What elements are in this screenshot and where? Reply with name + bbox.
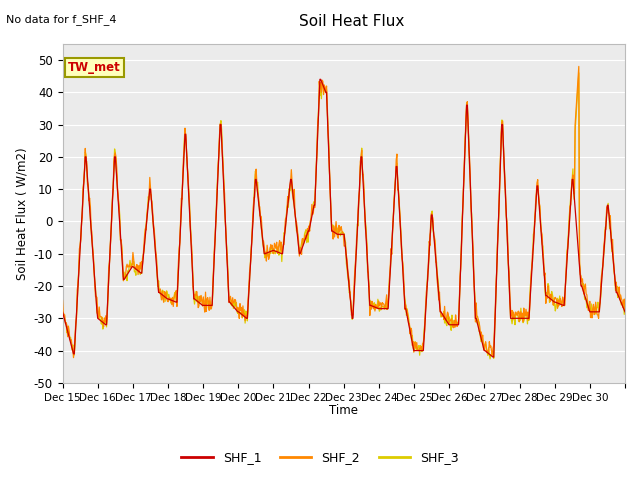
Text: No data for f_SHF_4: No data for f_SHF_4 [6,14,117,25]
X-axis label: Time: Time [329,404,358,417]
Y-axis label: Soil Heat Flux ( W/m2): Soil Heat Flux ( W/m2) [15,147,28,280]
Text: TW_met: TW_met [68,61,121,74]
Legend: SHF_1, SHF_2, SHF_3: SHF_1, SHF_2, SHF_3 [177,446,463,469]
Text: Soil Heat Flux: Soil Heat Flux [300,14,404,29]
